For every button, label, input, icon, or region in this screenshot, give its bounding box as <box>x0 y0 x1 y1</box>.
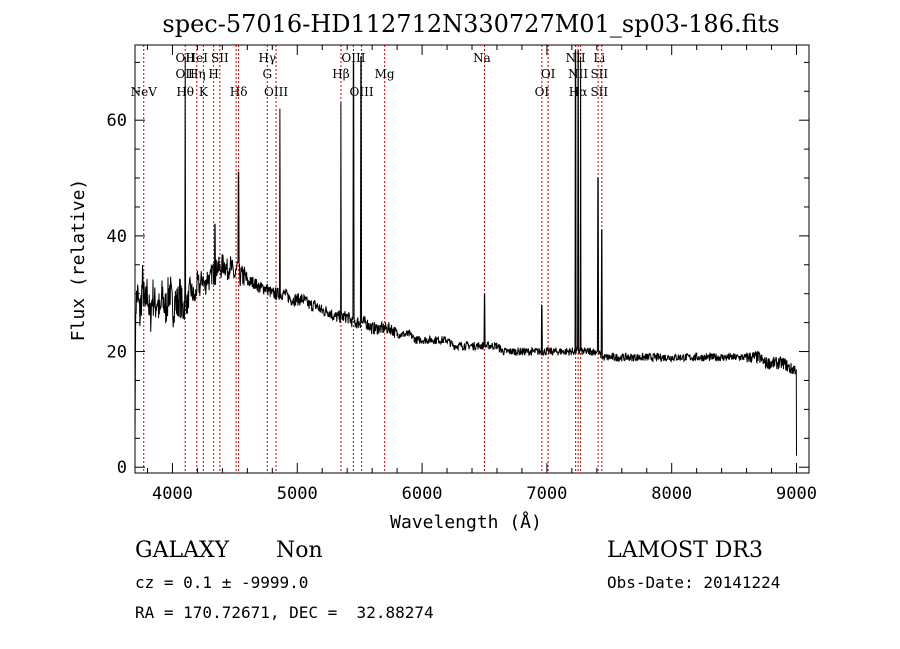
line-label: OIII <box>264 85 288 99</box>
line-label: OIII <box>341 51 365 65</box>
object-class: GALAXY <box>135 538 230 563</box>
axis-ticks: 4000 5000 6000 7000 8000 9000 0 20 40 60 <box>107 45 817 504</box>
y-axis-label: Flux (relative) <box>68 179 89 342</box>
line-label: OII <box>176 51 196 65</box>
x-tick-label: 5000 <box>277 484 318 504</box>
line-label: SII <box>590 67 608 81</box>
line-label: SII <box>211 51 229 65</box>
x-tick-label: 7000 <box>526 484 567 504</box>
redshift-readout: cz = 0.1 ± -9999.0 <box>135 573 309 592</box>
coordinates: RA = 170.72671, DEC = 32.88274 <box>135 603 434 622</box>
y-tick-label: 0 <box>117 458 127 478</box>
object-subclass: Non <box>276 538 323 563</box>
y-tick-label: 40 <box>107 227 127 247</box>
y-tick-label: 60 <box>107 111 127 131</box>
obs-date: Obs-Date: 20141224 <box>607 573 781 592</box>
line-label: G <box>263 67 273 81</box>
line-label: OI <box>541 67 556 81</box>
line-label: Mg <box>375 67 395 81</box>
line-label: NeV <box>131 85 158 99</box>
line-labels: NeVOIIOIIHθHeIHηKHSIIHδHγGOIIIOIIIHβOIII… <box>131 51 609 99</box>
x-tick-label: 4000 <box>152 484 193 504</box>
x-tick-label: 6000 <box>402 484 443 504</box>
line-label: Hα <box>569 85 588 99</box>
survey-name: LAMOST DR3 <box>607 538 763 563</box>
line-label: K <box>199 85 209 99</box>
line-label: H <box>208 67 218 81</box>
line-label: Li <box>593 51 605 65</box>
marker-lines <box>143 45 603 473</box>
spectrum-line-group <box>134 50 797 456</box>
line-label: OI <box>535 85 550 99</box>
line-label: NII <box>566 51 586 65</box>
line-label: Na <box>473 51 491 65</box>
line-label: Hγ <box>258 51 276 65</box>
line-label: Hδ <box>230 85 248 99</box>
y-tick-label: 20 <box>107 343 127 363</box>
x-axis-label: Wavelength (Å) <box>390 511 542 533</box>
line-label: NII <box>568 67 588 81</box>
line-label: Hθ <box>176 85 194 99</box>
x-tick-label: 9000 <box>776 484 817 504</box>
spectrum-line <box>134 50 797 456</box>
line-label: Hη <box>188 67 206 81</box>
x-tick-label: 8000 <box>651 484 692 504</box>
chart-title: spec-57016-HD112712N330727M01_sp03-186.f… <box>162 10 779 38</box>
line-label: Hβ <box>332 67 349 81</box>
line-label: SII <box>590 85 608 99</box>
line-label: OII <box>176 67 196 81</box>
line-label: HeI <box>186 51 209 65</box>
line-label: OIII <box>350 85 374 99</box>
